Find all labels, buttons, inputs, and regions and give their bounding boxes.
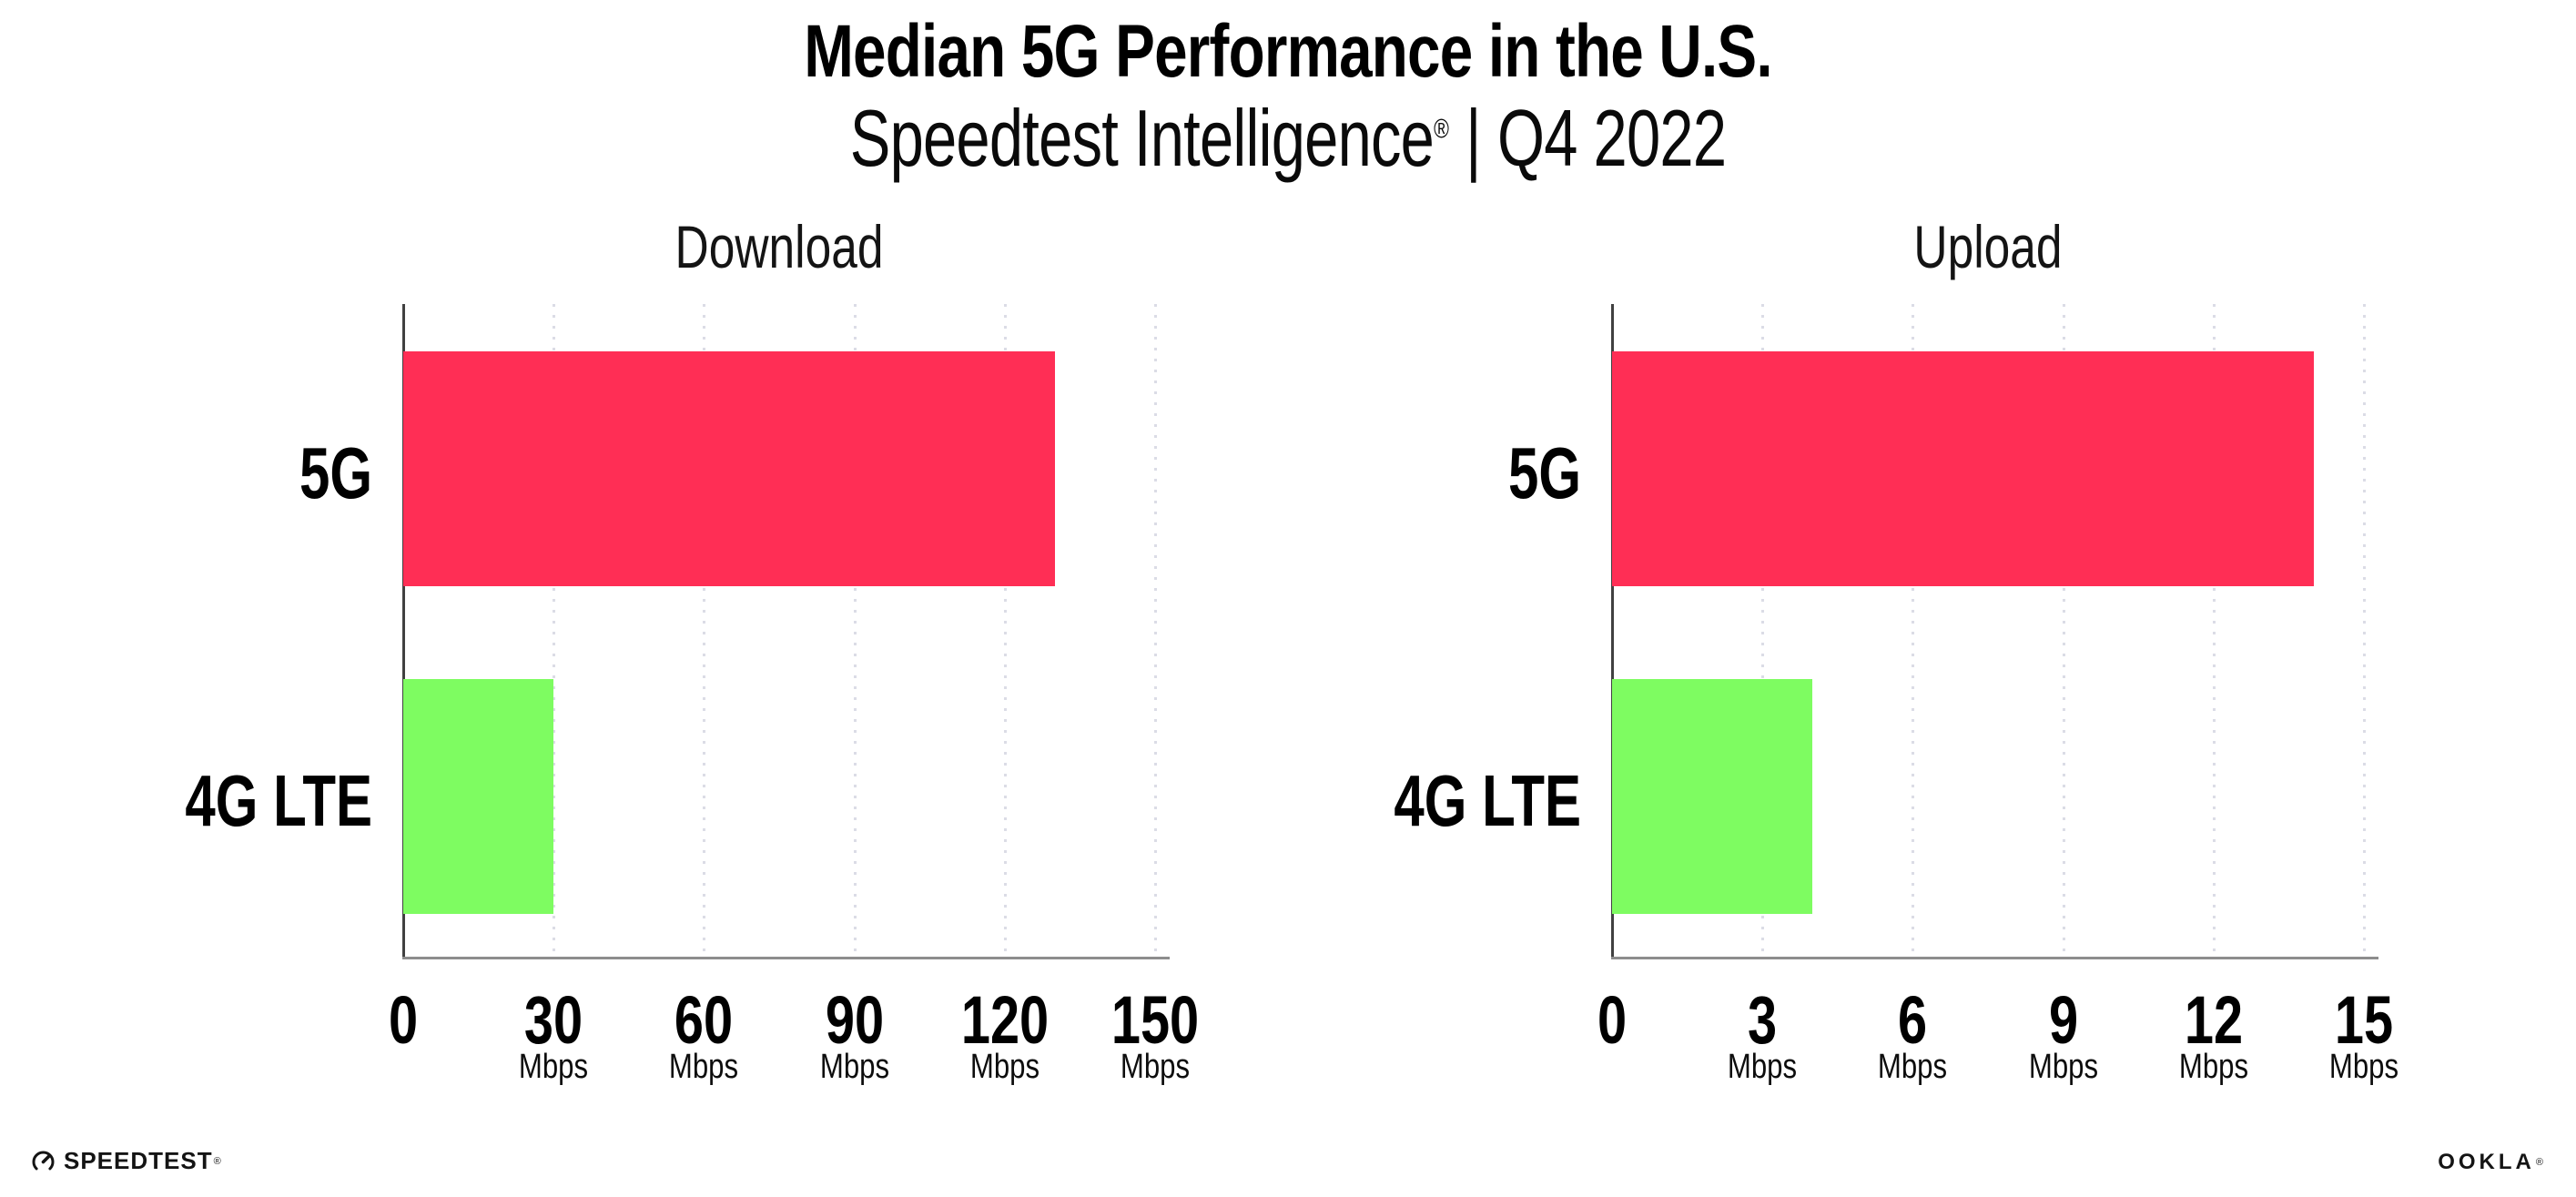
download-chart-title: Download: [674, 213, 884, 280]
ookla-logo: OOKLA ®: [2438, 1150, 2543, 1174]
gridline-150: [1154, 304, 1157, 959]
subtitle-period: Q4 2022: [1497, 93, 1727, 183]
x-tick-label-60: 60: [674, 982, 734, 1058]
registered-mark: ®: [1434, 114, 1449, 145]
category-label-4g-lte: 4G LTE: [1394, 760, 1581, 841]
speedtest-gauge-icon: [32, 1151, 55, 1171]
gridline-12: [2212, 304, 2216, 959]
gridline-30: [553, 304, 556, 959]
speedtest-wordmark: SPEEDTEST: [64, 1147, 213, 1174]
gridline-90: [853, 304, 857, 959]
subtitle-separator: |: [1465, 93, 1481, 183]
x-tick-label-15: 15: [2334, 982, 2394, 1058]
x-tick-unit-60: Mbps: [669, 1048, 739, 1086]
category-label-5g: 5G: [299, 432, 372, 513]
x-tick-unit-90: Mbps: [819, 1048, 889, 1086]
x-tick-label-12: 12: [2184, 982, 2243, 1058]
x-tick-unit-3: Mbps: [1728, 1048, 1798, 1086]
subtitle-product: Speedtest Intelligence: [849, 93, 1435, 183]
x-tick-label-3: 3: [1748, 982, 1778, 1058]
x-tick-label-150: 150: [1111, 982, 1200, 1058]
download-chart: Download 5G 4G LTE 0 30 Mbps 60 Mbps 90 Mbps 120 M…: [185, 217, 1199, 1084]
bar-4g-lte: [403, 679, 554, 914]
x-tick-label-30: 30: [524, 982, 583, 1058]
y-axis: [402, 304, 405, 959]
gridline-60: [703, 304, 706, 959]
x-tick-label-6: 6: [1898, 982, 1928, 1058]
gridline-9: [2062, 304, 2065, 959]
gridline-15: [2363, 304, 2366, 959]
upload-chart-title: Upload: [1913, 213, 2063, 280]
x-axis: [402, 957, 1170, 959]
x-tick-unit-15: Mbps: [2328, 1048, 2399, 1086]
x-axis: [1611, 957, 2378, 959]
x-tick-unit-6: Mbps: [1878, 1048, 1948, 1086]
x-tick-unit-120: Mbps: [969, 1048, 1040, 1086]
y-axis: [1611, 304, 1614, 959]
x-tick-label-0: 0: [388, 982, 419, 1058]
x-tick-label-0: 0: [1597, 982, 1628, 1058]
ookla-wordmark: OOKLA: [2438, 1150, 2535, 1174]
x-tick-unit-30: Mbps: [519, 1048, 589, 1086]
bar-4g-lte: [1612, 679, 1813, 914]
category-label-5g: 5G: [1507, 432, 1581, 513]
bar-5g: [1612, 351, 2314, 586]
gridline-3: [1761, 304, 1765, 959]
bar-5g: [403, 351, 1055, 586]
x-tick-unit-9: Mbps: [2028, 1048, 2098, 1086]
x-tick-unit-12: Mbps: [2178, 1048, 2248, 1086]
category-label-4g-lte: 4G LTE: [185, 760, 372, 841]
x-tick-label-9: 9: [2048, 982, 2078, 1058]
page-title: Median 5G Performance in the U.S.: [804, 10, 1772, 93]
speedtest-logo: SPEEDTEST ®: [31, 1147, 221, 1175]
x-tick-label-120: 120: [960, 982, 1049, 1058]
page-subtitle: Speedtest Intelligence® | Q4 2022: [309, 98, 2267, 178]
x-tick-label-90: 90: [825, 982, 884, 1058]
upload-chart: Upload 5G 4G LTE 0 3 Mbps 6 Mbps 9 Mbps 12 Mbps 15 M…: [1394, 217, 2399, 1084]
x-tick-unit-150: Mbps: [1120, 1048, 1191, 1086]
gridline-120: [1003, 304, 1007, 959]
gridline-6: [1912, 304, 1915, 959]
